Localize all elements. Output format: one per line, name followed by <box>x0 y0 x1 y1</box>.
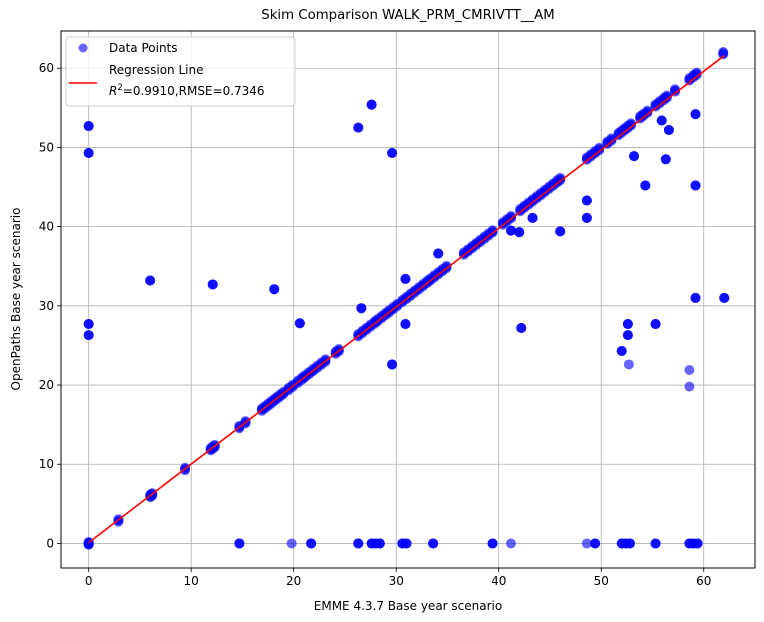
data-point <box>623 359 634 370</box>
legend-label-stats: R2=0.9910,RMSE=0.7346 <box>109 83 265 98</box>
legend-label-points: Data Points <box>109 41 178 55</box>
data-point <box>692 538 703 549</box>
data-point <box>690 292 701 303</box>
data-point <box>487 225 498 236</box>
x-tick-label: 20 <box>286 574 301 588</box>
data-point <box>622 330 633 341</box>
data-point <box>656 115 667 126</box>
data-point <box>640 180 651 191</box>
data-point <box>234 538 245 549</box>
legend-r-sup: 2 <box>117 83 122 93</box>
legend-box <box>65 36 296 107</box>
y-axis-label: OpenPaths Base year scenario <box>9 208 23 391</box>
data-point <box>387 147 398 158</box>
plot-frame <box>60 30 756 569</box>
data-point <box>207 279 218 290</box>
data-point <box>306 538 317 549</box>
x-axis-label: EMME 4.3.7 Base year scenario <box>314 599 502 613</box>
data-point <box>487 538 498 549</box>
data-point <box>353 538 364 549</box>
legend-marker-points <box>78 43 88 53</box>
data-point <box>590 538 601 549</box>
data-point <box>353 122 364 133</box>
y-axis-ticks: 0 10 20 30 40 50 60 <box>39 61 61 550</box>
data-point <box>294 318 305 329</box>
data-point <box>581 212 592 223</box>
x-tick-label: 50 <box>594 574 609 588</box>
x-tick-label: 30 <box>389 574 404 588</box>
data-point <box>622 319 633 330</box>
data-point <box>286 538 297 549</box>
data-point <box>650 538 661 549</box>
chart-title: Skim Comparison WALK_PRM_CMRIVTT__AM <box>261 8 554 23</box>
data-point <box>684 364 695 375</box>
y-tick-label: 0 <box>46 536 54 550</box>
data-point <box>83 319 94 330</box>
data-point <box>333 344 344 355</box>
data-point <box>441 260 452 271</box>
data-point <box>616 345 627 356</box>
data-point <box>506 225 517 236</box>
data-point <box>690 109 701 120</box>
data-point <box>684 381 695 392</box>
regression-line <box>88 54 725 544</box>
x-axis-ticks: 0 10 20 30 40 50 60 <box>85 568 711 588</box>
y-tick-label: 50 <box>39 140 54 154</box>
data-point <box>650 319 661 330</box>
data-point <box>400 319 411 330</box>
data-point <box>356 303 367 314</box>
data-point <box>718 46 729 57</box>
data-point <box>269 284 280 295</box>
data-point <box>514 227 525 238</box>
x-tick-label: 40 <box>491 574 506 588</box>
data-point <box>145 275 156 286</box>
data-point <box>629 151 640 162</box>
data-point <box>374 538 385 549</box>
data-point <box>663 125 674 136</box>
data-point <box>320 354 331 365</box>
data-point <box>516 323 527 334</box>
data-point <box>581 538 592 549</box>
data-point <box>581 195 592 206</box>
x-tick-label: 60 <box>696 574 711 588</box>
y-tick-label: 10 <box>39 457 54 471</box>
data-point <box>506 210 517 221</box>
y-tick-label: 40 <box>39 220 54 234</box>
data-point <box>433 248 444 259</box>
legend: Data Points Regression Line R2=0.9910,RM… <box>65 36 296 107</box>
data-point <box>690 180 701 191</box>
x-tick-label: 0 <box>85 574 93 588</box>
data-point <box>719 292 730 303</box>
data-point <box>387 359 398 370</box>
legend-label-line: Regression Line <box>109 63 203 77</box>
data-point <box>428 538 439 549</box>
data-point <box>624 538 635 549</box>
data-point <box>83 330 94 341</box>
data-point <box>401 538 412 549</box>
legend-r-symbol: R <box>109 84 117 98</box>
data-point <box>660 154 671 165</box>
data-point <box>555 226 566 237</box>
x-tick-label: 10 <box>184 574 199 588</box>
data-point <box>366 99 377 110</box>
data-point <box>83 147 94 158</box>
y-tick-label: 20 <box>39 378 54 392</box>
data-point <box>555 172 566 183</box>
data-point <box>527 212 538 223</box>
grid-lines <box>61 31 755 568</box>
data-point <box>83 121 94 132</box>
legend-stats-values: =0.9910,RMSE=0.7346 <box>123 84 265 98</box>
data-point <box>400 273 411 284</box>
data-point <box>506 538 517 549</box>
y-tick-label: 30 <box>39 299 54 313</box>
y-tick-label: 60 <box>39 61 54 75</box>
